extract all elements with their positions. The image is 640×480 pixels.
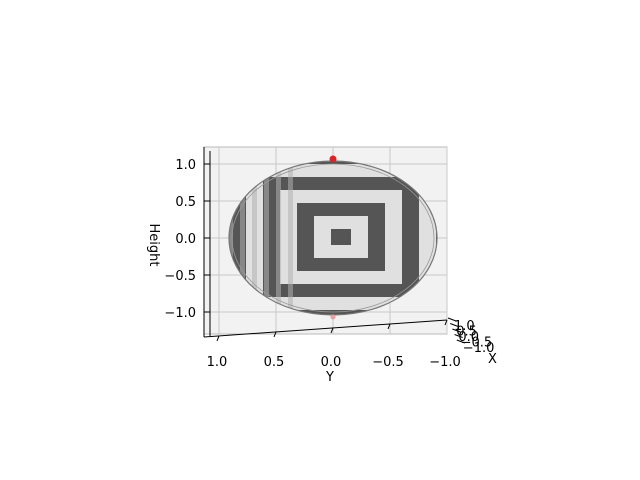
x-tick-mark	[456, 339, 465, 344]
x-tick-label: −1.0	[463, 341, 495, 356]
z-tick-label: −1.0	[164, 306, 196, 321]
bottom-marker-point	[330, 314, 336, 320]
y-tick-mark	[216, 335, 220, 342]
surface-facet	[252, 161, 257, 315]
surface-facet	[288, 161, 293, 315]
y-tick-label: 0.0	[321, 355, 342, 370]
ellipsoid-rim	[231, 163, 435, 313]
surface-band	[331, 229, 351, 245]
z-tick-label: −0.5	[164, 269, 196, 284]
top-marker-point	[329, 155, 337, 163]
z-axis-ticks: 1.0 0.5 0.0 −0.5 −1.0	[164, 158, 210, 321]
y-tick-label: 0.5	[264, 355, 285, 370]
surface-facet	[276, 161, 281, 315]
z-axis-label: Height	[146, 224, 161, 267]
x-tick-label: −0.5	[461, 336, 493, 351]
y-tick-mark	[330, 327, 334, 334]
y-tick-label: −0.5	[372, 355, 404, 370]
y-tick-mark	[444, 319, 448, 326]
x-tick-mark	[447, 317, 457, 322]
x-tick-label: 0.5	[456, 325, 477, 340]
x-axis-label: X	[488, 352, 497, 367]
y-axis-label: Y	[325, 370, 334, 385]
x-tick-mark	[450, 323, 459, 327]
x-tick-label: 1.0	[454, 319, 475, 334]
y-tick-mark	[273, 331, 277, 338]
surface-facet	[229, 161, 233, 315]
surface-facet	[240, 161, 245, 315]
y-axis-ticks: 1.0 0.5 0.0 −0.5 −1.0	[207, 319, 461, 370]
z-tick-label: 0.5	[175, 195, 196, 210]
y-tick-mark	[387, 323, 391, 330]
y-tick-label: −1.0	[429, 355, 461, 370]
x-tick-mark	[454, 334, 463, 338]
x-tick-label: 0.0	[458, 330, 479, 345]
surface-facet	[264, 161, 269, 315]
floor-edges	[203, 147, 448, 338]
ellipsoid-surface	[229, 161, 437, 315]
x-tick-mark	[452, 328, 461, 333]
z-tick-label: 1.0	[175, 158, 196, 173]
y-tick-label: 1.0	[207, 355, 228, 370]
z-tick-label: 0.0	[175, 232, 196, 247]
x-axis-ticks: 1.00.50.0−0.5−1.0	[447, 317, 495, 356]
